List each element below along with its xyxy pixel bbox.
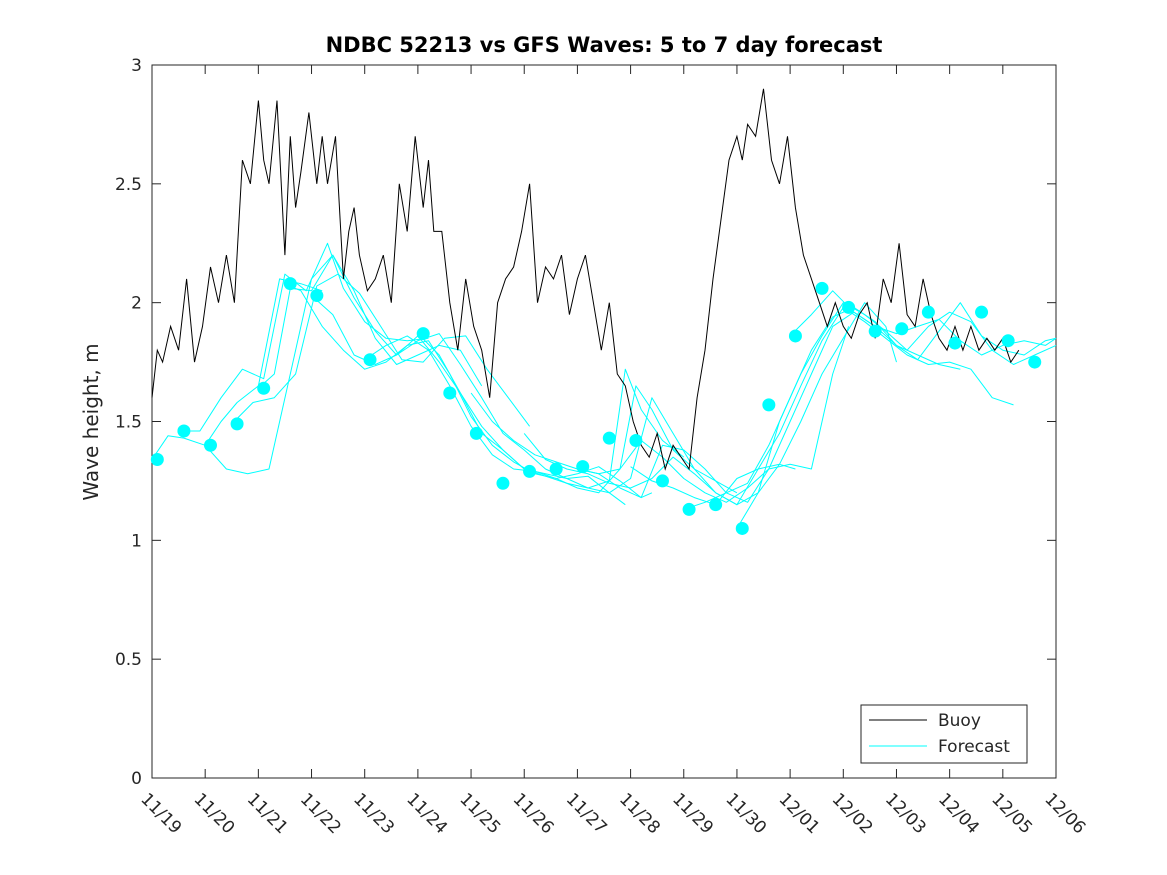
forecast-line: [470, 326, 850, 503]
x-tick-label: 12/03: [881, 789, 930, 838]
forecast-point: [310, 289, 324, 303]
forecast-point: [842, 300, 856, 314]
x-tick-label: 11/25: [456, 789, 505, 838]
forecast-point: [230, 417, 244, 431]
forecast-point: [203, 438, 217, 452]
forecast-point: [523, 464, 537, 478]
forecast-point: [788, 329, 802, 343]
forecast-point: [629, 434, 643, 448]
forecast-point: [709, 498, 723, 512]
x-tick-label: 12/06: [1040, 789, 1089, 838]
buoy-line: [151, 88, 1020, 471]
y-axis-label: Wave height, m: [79, 343, 103, 500]
forecast-point: [283, 277, 297, 291]
x-tick-label: 11/20: [190, 789, 239, 838]
buoy-series: [151, 88, 1020, 471]
y-tick-label: 2.5: [115, 175, 142, 195]
forecast-point: [1001, 334, 1015, 348]
x-tick-label: 11/22: [296, 789, 345, 838]
forecast-line: [683, 302, 1057, 510]
forecast-point: [655, 474, 669, 488]
forecast-point: [549, 462, 563, 476]
forecast-point: [762, 398, 776, 412]
y-axis: 0 0.5 1 1.5 2 2.5 3: [115, 56, 1056, 789]
forecast-point: [602, 431, 616, 445]
forecast-markers: [150, 277, 1042, 535]
y-tick-label: 0: [131, 769, 142, 789]
forecast-series: [151, 242, 1057, 529]
forecast-point: [921, 305, 935, 319]
forecast-line: [231, 273, 531, 427]
x-tick-label: 11/26: [509, 789, 558, 838]
x-tick-label: 12/04: [934, 789, 983, 838]
forecast-point: [150, 453, 164, 467]
x-tick-label: 11/21: [243, 789, 292, 838]
forecast-point: [1028, 355, 1042, 369]
forecast-point: [443, 386, 457, 400]
y-tick-label: 0.5: [115, 650, 142, 670]
forecast-point: [735, 521, 749, 535]
y-tick-label: 2: [131, 294, 142, 314]
forecast-point: [177, 424, 191, 438]
x-tick-label: 12/02: [828, 789, 877, 838]
forecast-line: [736, 302, 1057, 529]
x-tick-label: 11/28: [615, 789, 664, 838]
forecast-point: [868, 324, 882, 338]
x-tick-label: 12/05: [987, 789, 1036, 838]
chart-title: NDBC 52213 vs GFS Waves: 5 to 7 day fore…: [326, 33, 883, 57]
x-tick-label: 11/19: [136, 789, 185, 838]
forecast-point: [895, 322, 909, 336]
legend-box: [860, 704, 1028, 764]
forecast-line: [523, 302, 897, 506]
x-tick-label: 11/30: [721, 789, 770, 838]
forecast-point: [682, 502, 696, 516]
y-tick-label: 3: [131, 56, 142, 76]
forecast-point: [416, 327, 430, 341]
legend-label-buoy: Buoy: [938, 711, 981, 731]
y-tick-label: 1.5: [115, 413, 142, 433]
x-tick-label: 11/23: [349, 789, 398, 838]
forecast-line: [789, 290, 1057, 356]
forecast-line: [630, 306, 1014, 506]
forecast-point: [576, 460, 590, 474]
forecast-point: [496, 476, 510, 490]
forecast-point: [469, 426, 483, 440]
forecast-point: [815, 281, 829, 295]
forecast-point: [363, 353, 377, 367]
plot-area: [151, 64, 1057, 779]
forecast-line: [284, 283, 653, 499]
forecast-point: [975, 305, 989, 319]
x-tick-label: 12/01: [775, 789, 824, 838]
legend: Buoy Forecast: [860, 704, 1028, 764]
forecast-point: [257, 381, 271, 395]
x-tick-label: 11/27: [562, 789, 611, 838]
y-tick-label: 1: [131, 531, 142, 551]
forecast-line: [364, 335, 738, 494]
x-tick-label: 11/24: [402, 789, 451, 838]
forecast-line: [178, 242, 429, 432]
forecast-point: [948, 336, 962, 350]
legend-label-forecast: Forecast: [938, 737, 1010, 757]
x-tick-label: 11/29: [668, 789, 717, 838]
